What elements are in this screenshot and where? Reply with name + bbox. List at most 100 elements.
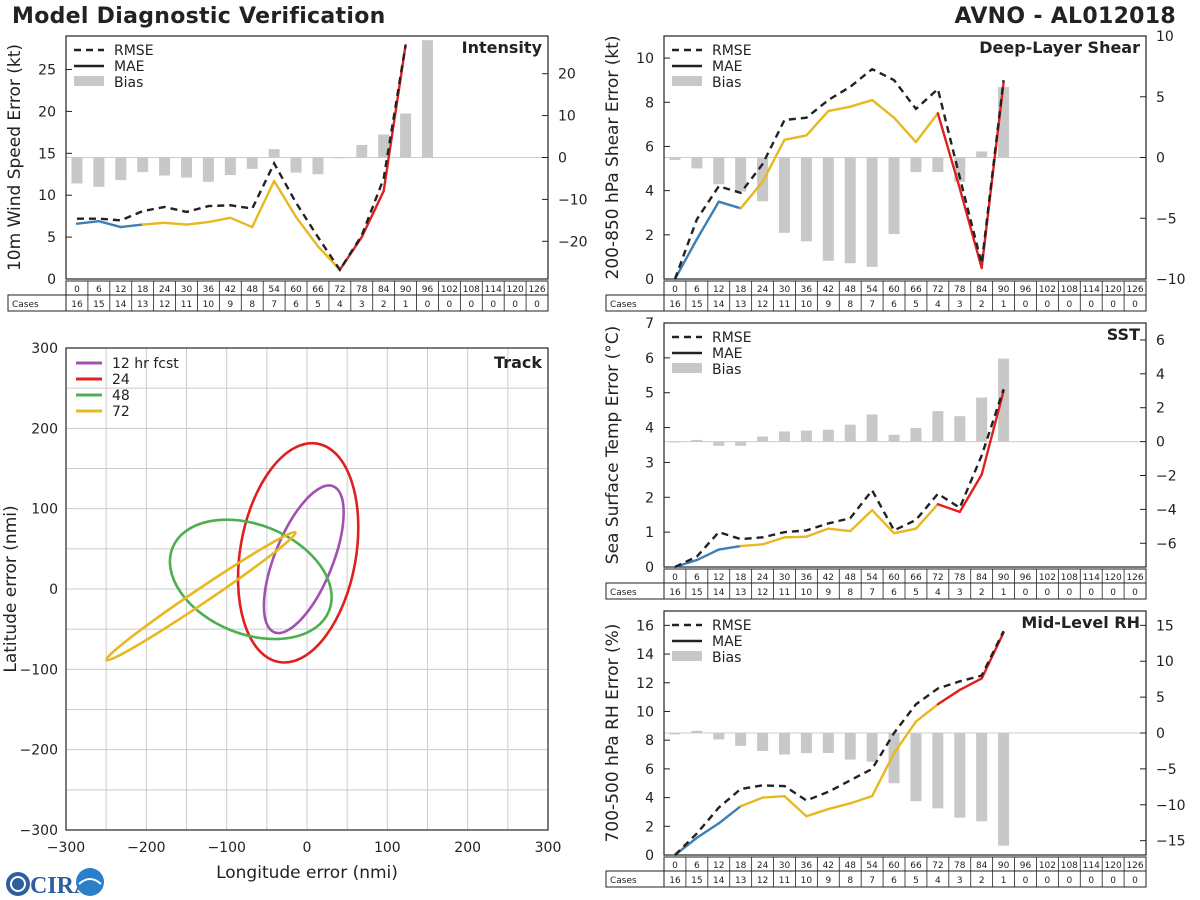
hour-label: 72 (334, 285, 345, 295)
bias-bar (910, 428, 922, 442)
bias-bar (334, 157, 346, 159)
case-count: 0 (490, 300, 496, 310)
bias-bar (822, 733, 834, 754)
case-count: 5 (913, 300, 919, 310)
y-axis-label: 700-500 hPa RH Error (%) (603, 624, 623, 843)
y-tick-label: 0 (645, 272, 654, 288)
mae-line-segment (783, 535, 808, 539)
case-count: 5 (913, 588, 919, 598)
mae-line-segment (936, 688, 961, 706)
mae-line-segment (892, 527, 918, 535)
y2-tick-label: 0 (1156, 726, 1165, 742)
legend-mae-label: MAE (114, 59, 145, 75)
bias-bar (246, 157, 258, 169)
y2-tick-label: −5 (1156, 762, 1177, 778)
mae-line-segment (673, 238, 699, 281)
legend-bias-swatch (672, 76, 702, 86)
hour-label: 12 (713, 573, 724, 583)
hour-label: 72 (932, 285, 943, 295)
hour-label: 6 (694, 573, 700, 583)
y-tick-label: −300 (20, 823, 58, 839)
chart-title: Intensity (462, 38, 543, 57)
hour-label: 66 (910, 285, 922, 295)
mae-line-segment (739, 180, 764, 210)
hour-label: 54 (866, 861, 878, 871)
y-tick-label: 6 (645, 139, 654, 155)
hour-label: 96 (422, 285, 434, 295)
y2-tick-label: −2 (1156, 469, 1177, 485)
hour-label: 84 (378, 285, 390, 295)
y-tick-label: 4 (645, 421, 654, 437)
cases-header-label: Cases (610, 876, 637, 886)
y2-tick-label: 10 (1156, 654, 1174, 670)
legend-bias-swatch (672, 651, 702, 661)
y-tick-label: 5 (47, 230, 56, 246)
legend-mae-label: MAE (712, 59, 743, 75)
legend-bias-swatch (74, 76, 104, 86)
hour-label: 90 (400, 285, 412, 295)
case-count: 1 (1001, 876, 1007, 886)
hour-label: 24 (757, 573, 769, 583)
case-count: 8 (847, 588, 853, 598)
storm-id: AVNO - AL012018 (954, 4, 1176, 29)
hour-label: 108 (1061, 861, 1078, 871)
y-tick-label: 3 (645, 455, 654, 471)
bias-bar (268, 149, 280, 158)
hour-label: 18 (137, 285, 149, 295)
hour-label: 30 (181, 285, 193, 295)
legend-rmse-label: RMSE (712, 330, 752, 346)
bias-bar (998, 358, 1010, 442)
case-count: 0 (447, 300, 453, 310)
hour-label: 42 (225, 285, 236, 295)
case-count: 0 (1132, 876, 1138, 886)
hour-label: 18 (735, 861, 747, 871)
y2-tick-label: −5 (1156, 211, 1177, 227)
case-count: 5 (315, 300, 321, 310)
mae-line-segment (739, 796, 764, 808)
case-count: 16 (71, 300, 83, 310)
bias-bar (844, 733, 856, 760)
mae-line-segment (695, 548, 720, 562)
hour-label: 30 (779, 285, 791, 295)
case-count: 8 (847, 876, 853, 886)
case-count: 1 (403, 300, 409, 310)
mae-line-segment (185, 220, 210, 226)
y2-tick-label: 10 (1156, 29, 1174, 45)
rmse-line (674, 630, 1005, 856)
mae-line-segment (251, 179, 276, 229)
y-tick-label: 0 (47, 272, 56, 288)
hour-label: 120 (1105, 573, 1122, 583)
bias-bar (888, 157, 900, 235)
bias-bar (932, 411, 944, 442)
mae-line-segment (805, 807, 830, 818)
mae-line-segment (805, 527, 830, 538)
y2-tick-label: 2 (1156, 401, 1165, 417)
case-count: 15 (691, 300, 702, 310)
case-count: 1 (1001, 300, 1007, 310)
y-tick-label: 20 (38, 104, 56, 120)
case-count: 14 (713, 588, 725, 598)
y-tick-label: 300 (31, 341, 58, 357)
mae-line-segment (805, 109, 830, 137)
mae-line-segment (870, 508, 896, 535)
cases-header-cell (7, 294, 67, 312)
hour-label: 78 (954, 573, 966, 583)
y-tick-label: 200 (31, 421, 58, 437)
bias-bar (356, 144, 368, 158)
case-count: 0 (534, 300, 540, 310)
case-count: 7 (271, 300, 277, 310)
bias-bar (866, 733, 878, 762)
case-count: 9 (227, 300, 233, 310)
hour-label: 114 (485, 285, 502, 295)
mae-line-segment (739, 543, 764, 548)
mae-line-segment (229, 216, 254, 229)
case-count: 9 (825, 300, 831, 310)
hour-label: 120 (1105, 285, 1122, 295)
bias-bar (378, 134, 390, 158)
case-count: 4 (337, 300, 343, 310)
hour-label: 0 (672, 285, 678, 295)
y2-tick-label: 5 (1156, 690, 1165, 706)
bias-bar (757, 436, 769, 442)
hour-label: 54 (866, 285, 878, 295)
